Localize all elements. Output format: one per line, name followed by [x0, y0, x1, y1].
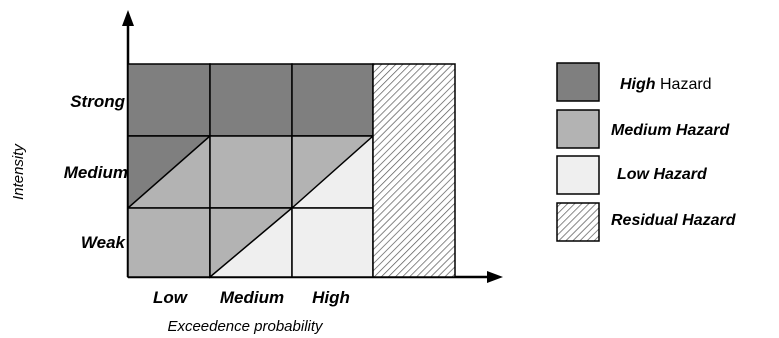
legend: High Hazard Medium Hazard Low Hazard Res… [556, 62, 737, 242]
x-label-low: Low [153, 288, 189, 307]
legend-label-high: High Hazard [620, 76, 712, 93]
legend-label-high-bold: High [620, 76, 656, 93]
legend-label-medium: Medium Hazard [611, 122, 730, 139]
cell-weak-medium-upper-triangle [209, 207, 295, 279]
x-axis-title: Exceedence probability [167, 318, 324, 335]
legend-swatch-medium [556, 109, 600, 149]
y-label-medium: Medium [64, 163, 128, 182]
cell-weak-high [291, 207, 374, 278]
residual-hazard-column [372, 63, 456, 278]
cell-strong-medium [209, 63, 293, 137]
x-label-high: High [312, 288, 350, 307]
cell-medium-high-upper-triangle [291, 135, 375, 210]
legend-label-high-rest: Hazard [656, 76, 712, 93]
hazard-matrix [127, 63, 456, 279]
cell-strong-low [127, 63, 211, 137]
legend-label-low: Low Hazard [617, 166, 708, 183]
y-label-strong: Strong [70, 92, 125, 111]
x-category-labels: Low Medium High [153, 288, 350, 307]
y-label-weak: Weak [81, 233, 127, 252]
legend-label-residual: Residual Hazard [611, 212, 737, 229]
legend-swatch-low [556, 155, 600, 195]
cell-strong-high [291, 63, 374, 137]
cell-weak-low [127, 207, 211, 278]
y-axis-title: Intensity [10, 143, 27, 200]
cell-medium-medium [209, 135, 293, 209]
legend-swatch-residual [556, 202, 600, 242]
legend-swatch-high [556, 62, 600, 102]
y-axis-arrow-icon [122, 10, 134, 26]
x-label-medium: Medium [220, 288, 284, 307]
x-axis-arrow-icon [487, 271, 503, 283]
cell-medium-low-upper-triangle [127, 135, 212, 210]
y-category-labels: Strong Medium Weak [64, 92, 128, 252]
